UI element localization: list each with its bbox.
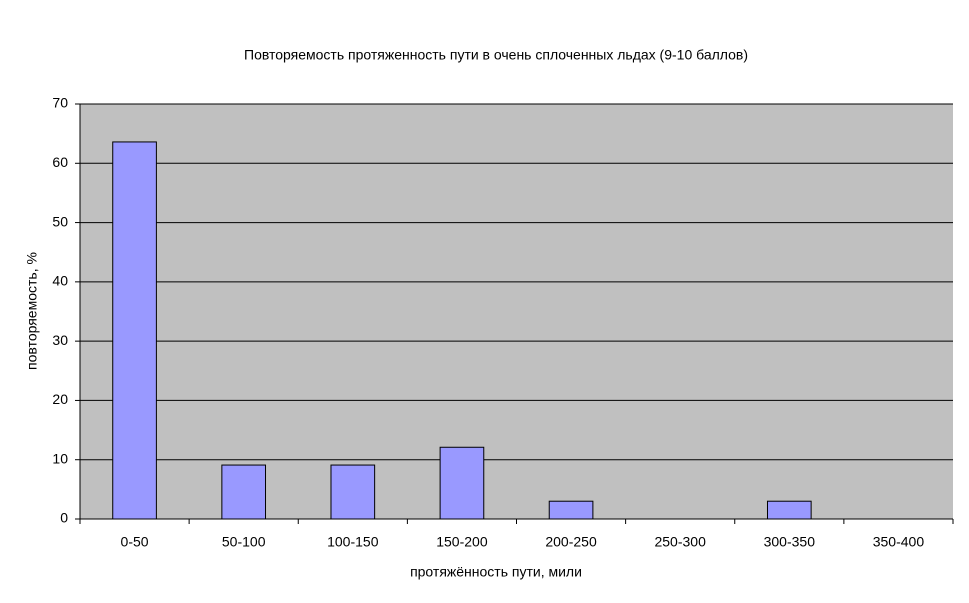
x-tick-label: 250-300 <box>654 534 706 550</box>
y-tick-label: 70 <box>52 95 68 111</box>
y-axis-label: повторяемость, % <box>24 252 40 370</box>
bar <box>548 500 594 520</box>
bar <box>112 141 157 520</box>
x-tick-label: 300-350 <box>764 534 816 550</box>
bar <box>330 464 376 520</box>
x-axis-label: протяжённость пути, мили <box>410 564 582 580</box>
y-tick-label: 10 <box>52 450 68 466</box>
bar <box>221 464 267 520</box>
y-tick-label: 30 <box>52 332 68 348</box>
x-tick-label: 150-200 <box>436 534 488 550</box>
y-tick-label: 50 <box>52 213 68 229</box>
x-tick-label: 200-250 <box>545 534 597 550</box>
x-tick-label: 100-150 <box>327 534 379 550</box>
plot-area <box>80 104 953 519</box>
y-tick-label: 40 <box>52 273 68 289</box>
y-tick-label: 20 <box>52 391 68 407</box>
y-tick-label: 60 <box>52 154 68 170</box>
x-tick-label: 50-100 <box>222 534 266 550</box>
chart-title: Повторяемость протяженность пути в очень… <box>244 47 748 63</box>
x-tick-label: 0-50 <box>121 534 149 550</box>
bar <box>439 446 485 520</box>
bar <box>766 500 812 520</box>
x-tick-label: 350-400 <box>873 534 925 550</box>
y-tick-label: 0 <box>60 510 68 526</box>
